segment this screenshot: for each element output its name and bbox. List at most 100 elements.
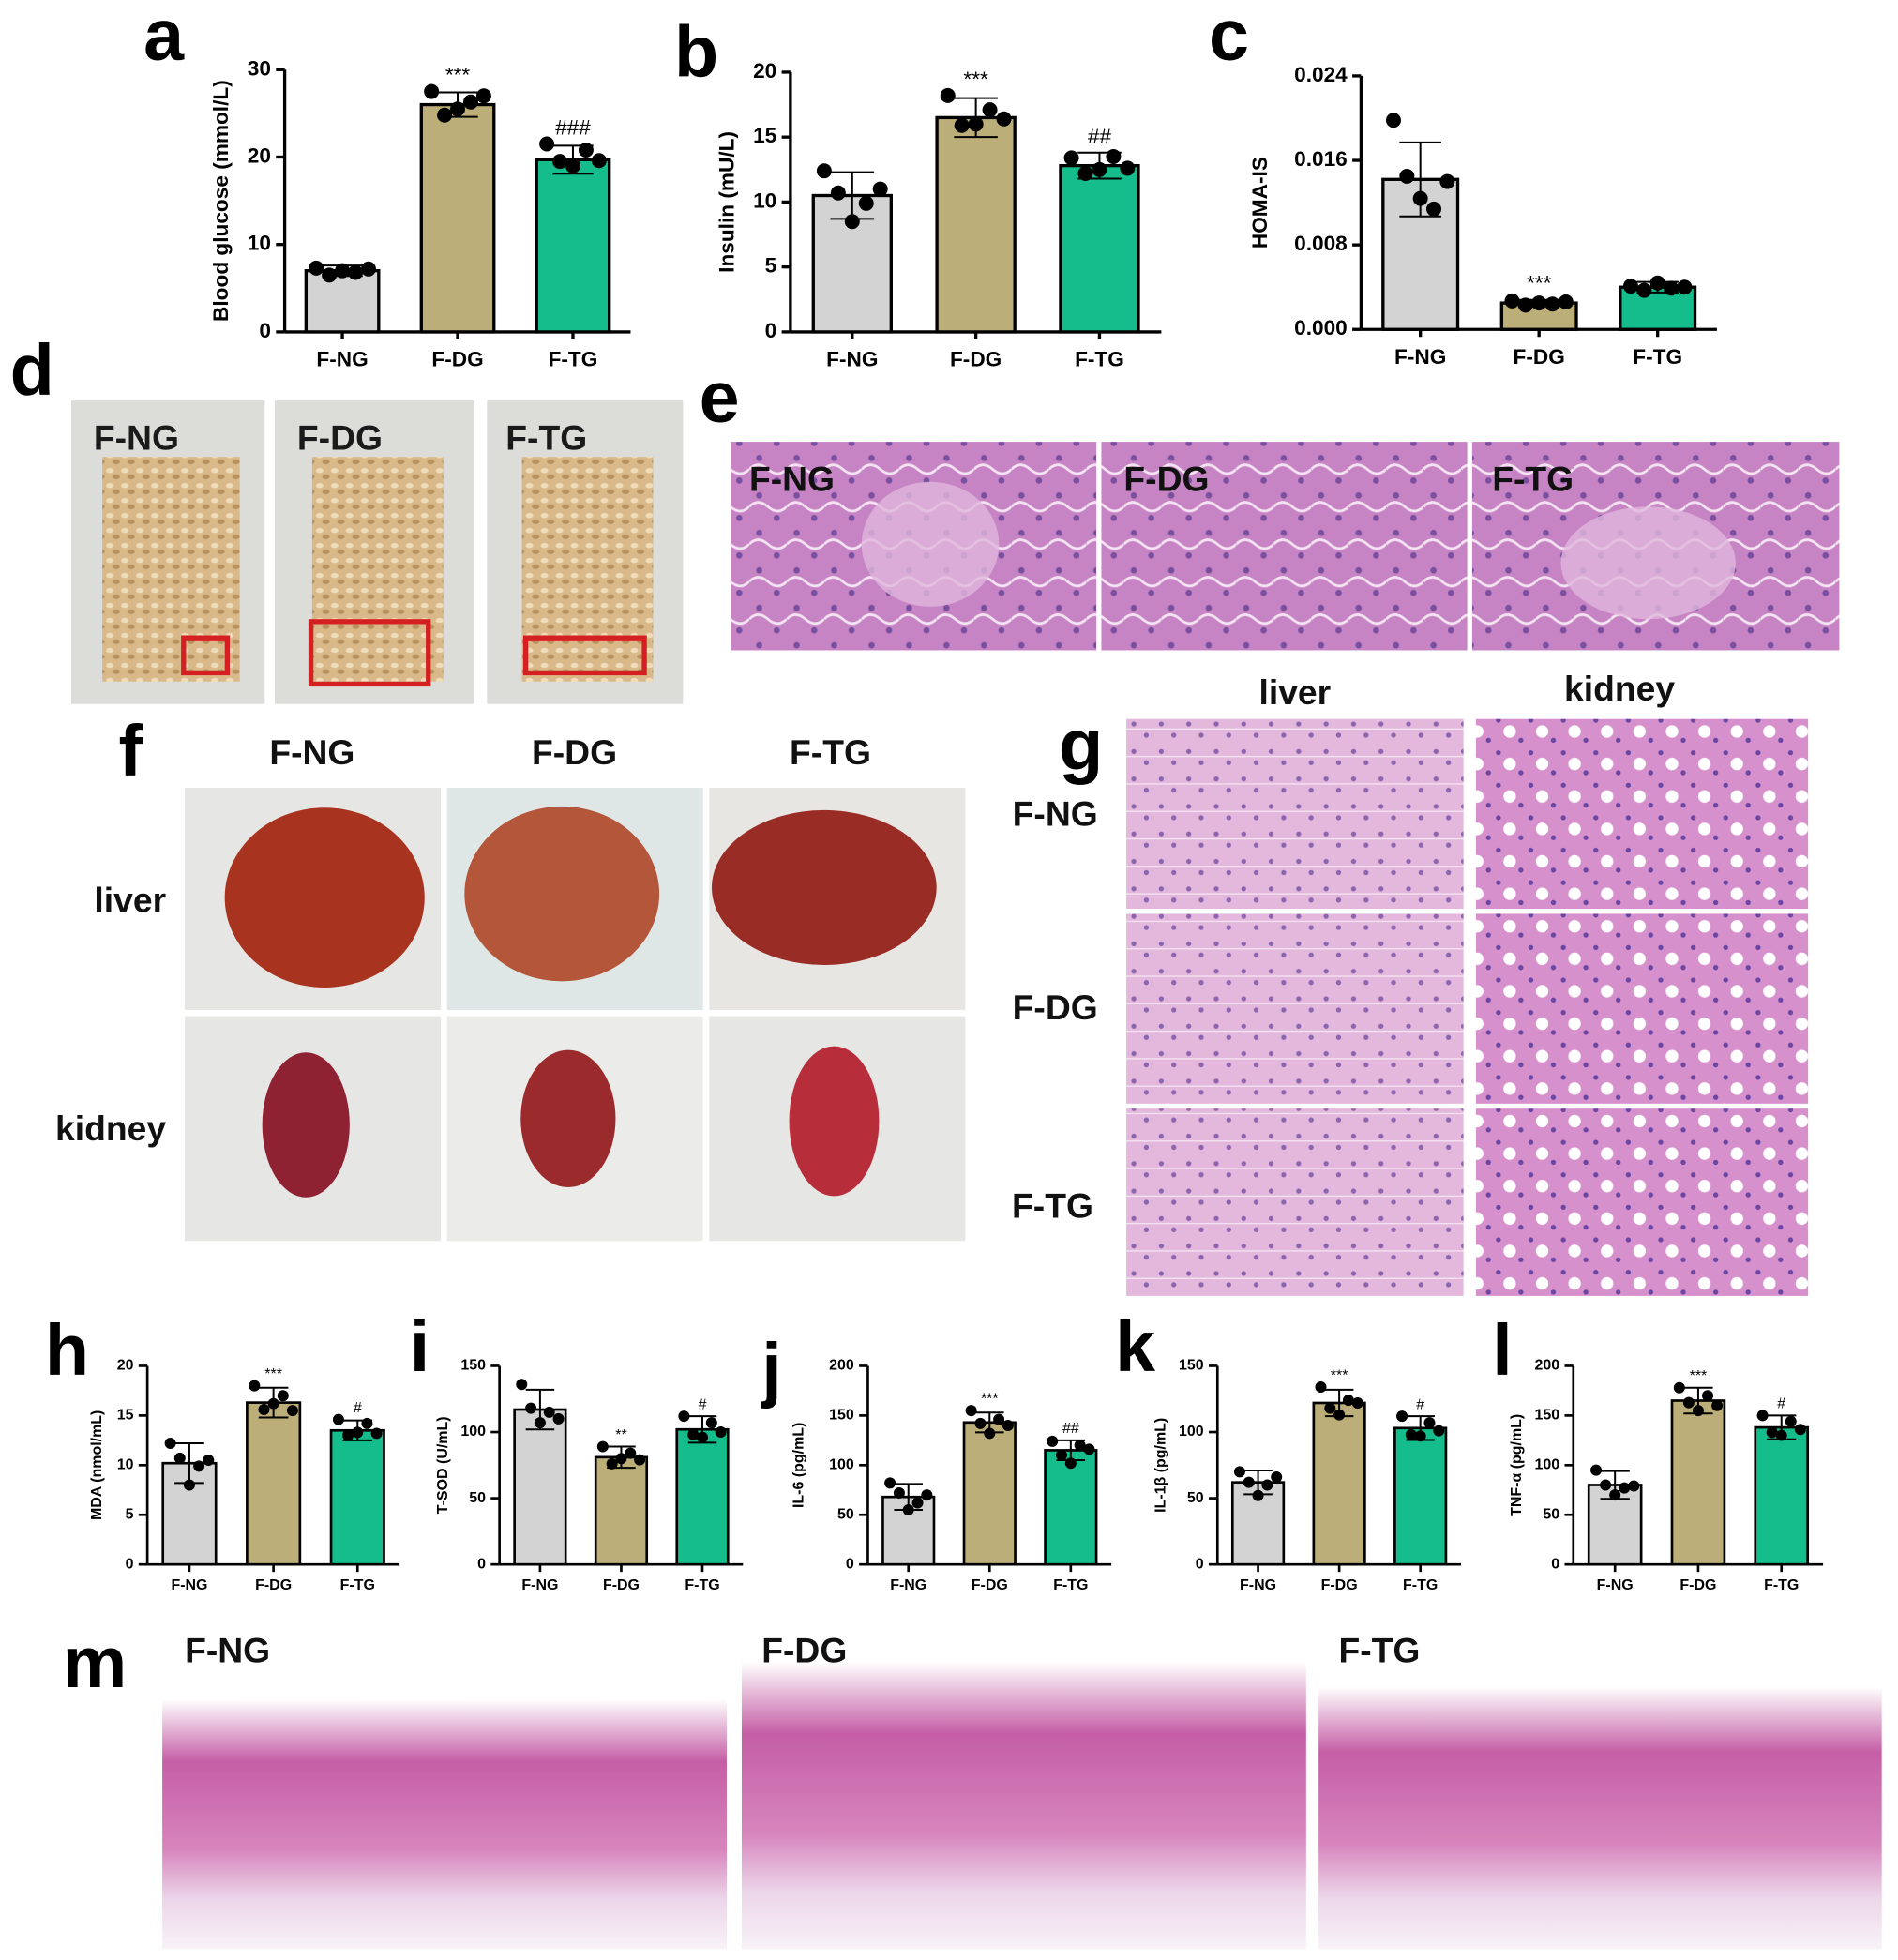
data-point [1628, 1480, 1640, 1492]
y-tick-label: 0.016 [1294, 147, 1348, 171]
data-point [615, 1453, 627, 1465]
bar [513, 1408, 567, 1566]
data-point [921, 1489, 933, 1501]
histology-image [1126, 913, 1464, 1104]
data-point [1600, 1479, 1612, 1491]
data-point [1396, 1410, 1408, 1423]
data-point [596, 1440, 609, 1453]
feed [311, 457, 444, 682]
data-point [1405, 1428, 1417, 1440]
data-point [475, 88, 491, 104]
x-tick-label: F-DG [431, 348, 483, 371]
data-point [1517, 297, 1533, 313]
vessel-image [741, 1662, 1306, 1950]
data-point [1711, 1399, 1724, 1411]
data-point [1682, 1396, 1695, 1409]
panel-letter: f [119, 711, 143, 792]
data-point [993, 1413, 1005, 1425]
bar [1044, 1449, 1098, 1566]
histology-image [1475, 913, 1809, 1104]
data-point [1590, 1464, 1603, 1476]
data-point [872, 181, 888, 197]
data-point [1558, 294, 1574, 309]
photo-label: F-TG [1492, 460, 1574, 499]
data-point [1649, 275, 1665, 291]
y-tick-label: 100 [1179, 1424, 1204, 1440]
data-point [424, 83, 440, 99]
data-point [1083, 1443, 1095, 1455]
y-tick-label: 30 [248, 56, 271, 80]
bar [535, 158, 611, 334]
data-point [1351, 1396, 1363, 1409]
photo-label: F-TG [505, 418, 587, 458]
y-tick-label: 20 [753, 59, 776, 83]
bar [594, 1455, 649, 1566]
data-point [267, 1397, 279, 1410]
x-tick-label: F-DG [972, 1577, 1008, 1593]
significance-label: *** [264, 1366, 282, 1382]
data-point [1399, 168, 1415, 184]
histology-image [1475, 718, 1809, 910]
x-tick-label: F-TG [549, 348, 598, 371]
y-axis-label: IL-1β (pg/mL) [1153, 1418, 1169, 1513]
data-point [844, 214, 860, 230]
bar [246, 1401, 302, 1566]
y-axis-label: TNF-α (pg/mL) [1509, 1414, 1525, 1516]
photo-label: F-DG [297, 418, 383, 458]
bar [329, 1428, 385, 1566]
column-label: F-NG [269, 732, 354, 772]
data-point [352, 1426, 364, 1439]
column-label: F-DG [532, 732, 617, 772]
row-label: F-NG [1013, 793, 1098, 833]
kidney [262, 1052, 350, 1198]
feed [102, 457, 240, 682]
x-tick-label: F-NG [171, 1577, 207, 1593]
y-tick-label: 150 [1179, 1358, 1204, 1374]
data-point [1504, 293, 1520, 309]
data-point [361, 1417, 373, 1429]
data-point [193, 1460, 205, 1472]
data-point [322, 267, 338, 283]
data-point [1426, 201, 1442, 217]
y-tick-label: 200 [829, 1358, 854, 1374]
data-point [625, 1447, 637, 1459]
panel-letter: j [760, 1329, 781, 1410]
y-tick-label: 20 [117, 1358, 134, 1374]
bar [1393, 1426, 1448, 1566]
kidney [520, 1049, 616, 1188]
data-point [705, 1417, 717, 1429]
bar [675, 1427, 730, 1566]
panel-letter: i [410, 1306, 429, 1387]
data-point [203, 1455, 215, 1467]
islet [861, 481, 1000, 607]
data-point [893, 1486, 905, 1499]
data-point [1120, 160, 1136, 176]
x-tick-label: F-NG [1597, 1577, 1634, 1593]
data-point [1673, 1381, 1685, 1394]
x-tick-label: F-NG [521, 1577, 558, 1593]
y-tick-label: 0 [765, 319, 777, 342]
y-tick-label: 10 [753, 188, 776, 212]
data-point [348, 264, 364, 280]
y-tick-label: 0.024 [1294, 63, 1348, 86]
photo-label: F-TG [1338, 1631, 1420, 1670]
data-point [1064, 1457, 1077, 1470]
data-point [525, 1402, 537, 1414]
data-point [816, 163, 832, 179]
column-label: F-TG [790, 732, 871, 772]
significance-label: *** [1331, 1367, 1348, 1383]
data-point [1077, 165, 1093, 181]
data-point [552, 1412, 565, 1425]
data-point [370, 1427, 383, 1440]
liver [464, 806, 660, 982]
data-point [606, 1457, 618, 1470]
data-point [516, 1379, 528, 1391]
x-tick-label: F-TG [340, 1577, 375, 1593]
data-point [715, 1426, 727, 1439]
data-point [552, 154, 568, 170]
data-point [1785, 1415, 1797, 1427]
bar [935, 115, 1017, 334]
data-point [309, 260, 324, 276]
bar [1587, 1484, 1643, 1566]
data-point [277, 1390, 289, 1402]
